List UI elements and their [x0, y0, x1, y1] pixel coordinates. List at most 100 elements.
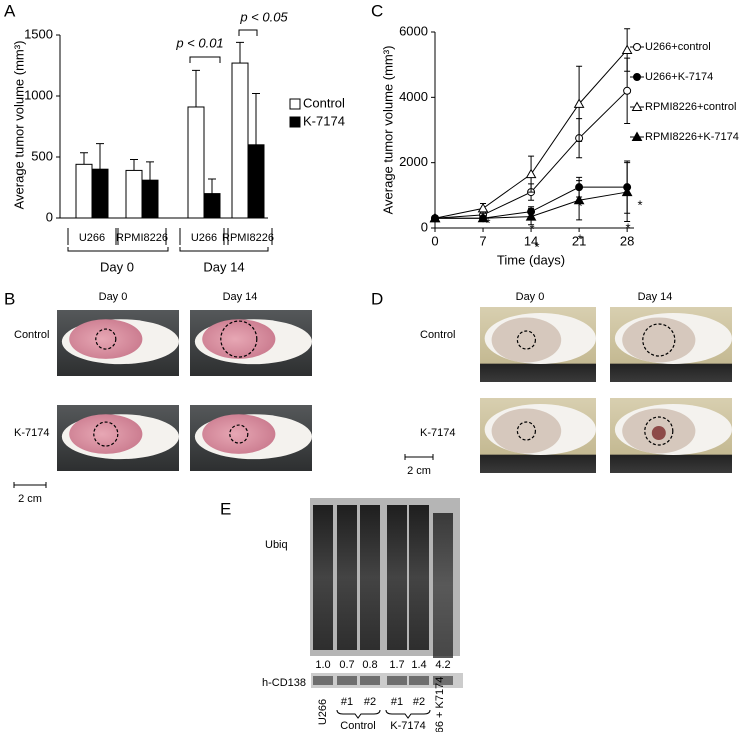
x-tick-label: 7 [479, 233, 486, 248]
scale-bar-label: 2 cm [18, 493, 42, 505]
photo [57, 405, 179, 471]
bar [141, 179, 159, 219]
y-tick-label: 0 [421, 219, 428, 234]
bar [125, 169, 143, 219]
marker [631, 131, 643, 141]
row-label: K-7174 [420, 427, 455, 439]
panel-label: D [371, 289, 383, 308]
row-label: Control [14, 329, 49, 341]
bar [247, 144, 265, 219]
y-tick-label: 2000 [399, 154, 428, 169]
x-axis-label: Time (days) [497, 252, 565, 267]
marker [633, 43, 641, 51]
marker [477, 202, 489, 213]
annotation: p < 0.05 [239, 9, 288, 24]
panel-label: E [220, 499, 231, 518]
error-bar [252, 93, 260, 145]
skin-patch [202, 319, 276, 359]
y-tick-label: 4000 [399, 89, 428, 104]
significance-mark: * [485, 215, 490, 230]
skin-patch [69, 319, 143, 359]
bar [203, 193, 221, 219]
x-tick-label: RPMI8226 [116, 232, 168, 244]
photo [57, 310, 179, 376]
error-bar [130, 158, 138, 171]
skin-patch [69, 414, 143, 454]
significance-mark: * [625, 220, 630, 235]
lane-label: #2 [413, 696, 425, 708]
row-label: Control [420, 329, 455, 341]
marker [477, 212, 489, 223]
column-label: Day 0 [99, 291, 128, 303]
error-bar [80, 152, 88, 165]
tumor [651, 426, 666, 440]
bar [75, 163, 93, 219]
x-tick-label: U266 [79, 232, 105, 244]
bar [187, 106, 205, 219]
lane-group-label: K-7174 [390, 720, 425, 732]
blot-lane [360, 505, 380, 650]
group-bracket [179, 247, 269, 252]
legend-label: Control [303, 95, 345, 110]
y-tick-label: 1000 [24, 87, 53, 102]
significance-mark: * [577, 198, 582, 213]
lane-label: U266 + K7174 [434, 677, 446, 732]
lane-label: #1 [391, 696, 403, 708]
tumor-outline [95, 328, 117, 350]
series [431, 57, 632, 223]
y-axis-label: Average tumor volume (mm³) [380, 46, 395, 215]
tumor-outline [220, 320, 258, 358]
legend-label: RPMI8226+control [645, 101, 736, 113]
marker [631, 101, 643, 111]
lane-label: #2 [364, 696, 376, 708]
skin-patch [622, 317, 696, 363]
x-tick-label: 28 [620, 233, 634, 248]
ratio-label: 0.7 [339, 659, 354, 671]
error-bar [146, 161, 154, 181]
marker [621, 186, 633, 197]
photo [480, 398, 596, 473]
skin-patch [202, 414, 276, 454]
y-axis-label: Average tumor volume (mm³) [11, 41, 26, 210]
tumor-outline [229, 424, 249, 444]
y-tick-label: 1500 [24, 26, 53, 41]
annotation: p < 0.01 [175, 35, 223, 50]
panel-label: C [371, 1, 383, 20]
x-tick-label: 21 [572, 233, 586, 248]
legend-label: K-7174 [303, 113, 345, 128]
band-strip [311, 673, 463, 688]
photo [190, 405, 312, 471]
row-label: K-7174 [14, 427, 49, 439]
blot-label: h-CD138 [262, 677, 306, 689]
x-tick-label: 0 [431, 233, 438, 248]
group-bracket [67, 247, 169, 252]
error-bar [236, 41, 244, 64]
lane-bracket [385, 709, 431, 719]
x-tick-label: 14 [524, 233, 538, 248]
series [429, 162, 633, 226]
blot-lane [313, 505, 333, 650]
photo [610, 398, 732, 473]
significance-mark: * [637, 197, 642, 212]
blot-lane [409, 505, 429, 650]
photo [610, 307, 732, 382]
lane-bracket [336, 709, 381, 719]
error-bar [192, 69, 200, 107]
lane-label: U266 [317, 699, 329, 725]
legend-swatch [289, 98, 301, 110]
marker [525, 211, 537, 221]
x-tick-label: U266 [191, 232, 217, 244]
marker [573, 98, 585, 108]
blot-lane [433, 513, 453, 658]
significance-mark: * [534, 239, 539, 254]
scale-bar-label: 2 cm [407, 465, 431, 477]
bar [91, 168, 109, 219]
marker [525, 168, 537, 179]
skin-patch [491, 408, 562, 454]
ratio-label: 0.8 [362, 659, 377, 671]
significance-bracket [238, 29, 258, 36]
y-tick-label: 500 [31, 148, 53, 163]
marker [633, 73, 641, 81]
column-label: Day 14 [223, 291, 258, 303]
